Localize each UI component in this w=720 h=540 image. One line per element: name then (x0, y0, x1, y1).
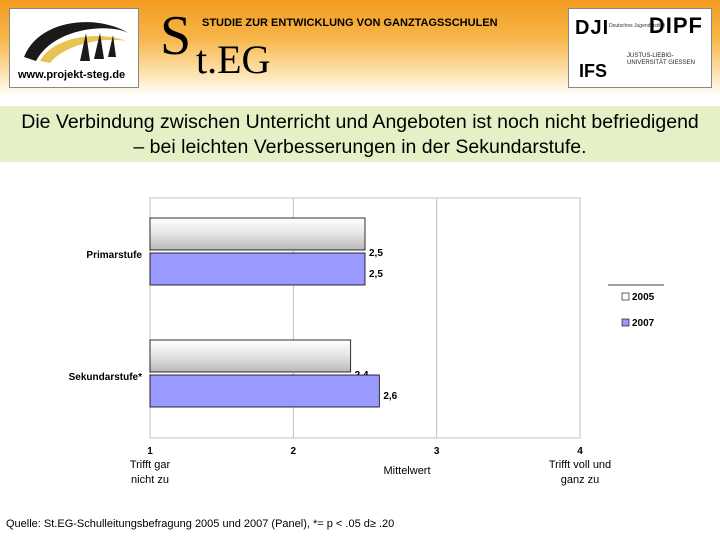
project-url[interactable]: www.projekt-steg.de (18, 69, 126, 81)
legend-entry: 2005 (632, 292, 655, 303)
bar (149, 374, 380, 408)
headline-banner: Die Verbindung zwischen Unterricht und A… (0, 106, 720, 162)
headline-line-2: – bei leichten Verbesserungen in der Sek… (133, 136, 587, 158)
study-subtitle: STUDIE ZUR ENTWICKLUNG VON GANZTAGSSCHUL… (202, 17, 498, 29)
steg-logo-letter: S (160, 5, 192, 67)
ifs-logo: IFS (579, 61, 608, 81)
legend-swatch (621, 292, 630, 301)
x-tick-label: 4 (577, 446, 583, 457)
category-label: Primarstufe (86, 250, 142, 261)
category-label: Sekundarstufe* (69, 372, 142, 383)
bar-value-label: 2,5 (369, 269, 383, 280)
x-axis-right-label: ganz zu (561, 474, 600, 486)
steg-logo[interactable]: www.projekt-steg.de (9, 8, 139, 88)
x-axis-label: Mittelwert (383, 465, 430, 477)
x-axis-left-label: Trifft gar (130, 459, 171, 471)
bar-value-label: 2,6 (383, 391, 397, 402)
x-tick-label: 2 (291, 446, 297, 457)
wheat-logo-icon (24, 22, 128, 63)
bar-chart: 12342,52,5Primarstufe2,42,6Sekundarstufe… (69, 197, 664, 486)
x-axis-right-label: Trifft voll und (549, 459, 611, 471)
bar (149, 339, 352, 373)
partner-logos: DJI Deutsches Jugendinstitut DIPF IFS JU… (568, 8, 712, 88)
jlu-logo: JUSTUS-LIEBIG- UNIVERSITÄT GIESSEN (627, 53, 695, 66)
bar-value-label: 2,5 (369, 248, 383, 259)
bar (149, 217, 366, 251)
header: www.projekt-steg.de S t.EG STUDIE ZUR EN… (0, 0, 720, 96)
x-tick-label: 1 (147, 446, 153, 457)
x-tick-label: 3 (434, 446, 440, 457)
source-note: Quelle: St.EG-Schulleitungsbefragung 200… (6, 518, 395, 530)
x-axis-left-label: nicht zu (131, 474, 169, 486)
bar (149, 252, 366, 286)
legend-swatch (621, 318, 630, 327)
legend-entry: 2007 (632, 318, 655, 329)
dipf-logo: DIPF (648, 13, 703, 38)
headline-line-1: Die Verbindung zwischen Unterricht und A… (21, 111, 699, 133)
dji-logo: DJI (575, 17, 610, 39)
dji-logo-subtitle: Deutsches Jugendinstitut (609, 23, 665, 29)
steg-logo-rest: t.EG (196, 37, 271, 82)
